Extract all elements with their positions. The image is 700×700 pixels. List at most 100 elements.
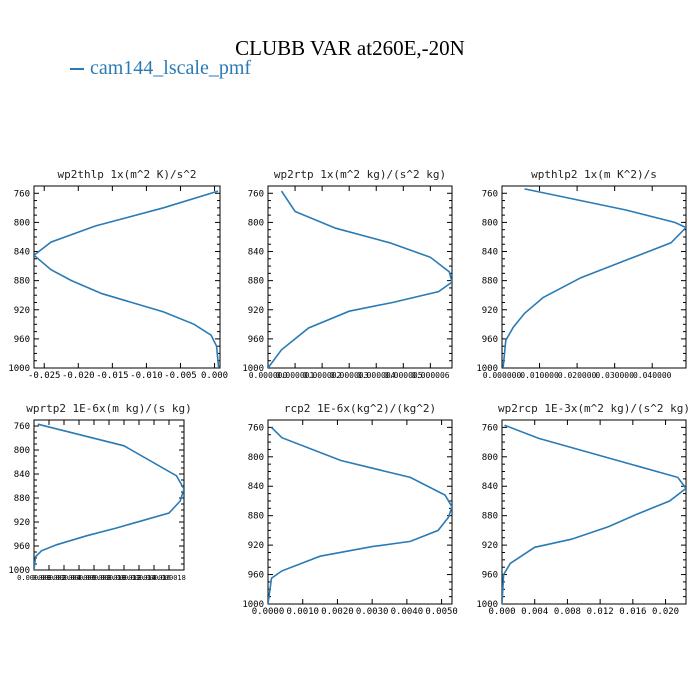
y-tick-label: 800 — [14, 218, 30, 228]
panel-frame — [267, 185, 453, 369]
legend: cam144_lscale_pmf — [70, 57, 251, 80]
x-tick-label: 0.000012 — [107, 574, 141, 582]
y-tick-label: 920 — [14, 306, 30, 316]
figure-title: CLUBB VAR at260E,-20N — [235, 36, 465, 60]
y-tick-label: 840 — [248, 482, 264, 492]
y-tick-label: 840 — [482, 248, 498, 258]
panel-4: wprtp2 1E-6x(m kg)/(s kg) 760 800 840 880 920… — [8, 402, 191, 582]
x-tick-label: 0.000010 — [92, 574, 126, 582]
panel-title: rcp2 1E-6x(kg^2)/(kg^2) — [284, 402, 436, 415]
x-tick-label: 0.000018 — [152, 574, 186, 582]
series-line — [268, 426, 452, 604]
x-tick-label: 0.0020 — [321, 607, 354, 617]
x-tick-label: -0.020 — [62, 371, 95, 381]
y-tick-label: 760 — [482, 423, 498, 433]
y-tick-label: 960 — [248, 571, 264, 581]
x-tick-label: 0.000004 — [357, 371, 396, 380]
y-tick-label: 1000 — [242, 600, 264, 610]
y-tick-label: 760 — [14, 422, 30, 432]
panel-frame — [501, 419, 687, 605]
y-tick-label: 960 — [482, 335, 498, 345]
y-tick-label: 1000 — [8, 364, 30, 374]
x-tick-label: 0.0050 — [425, 607, 458, 617]
y-tick-label: 1000 — [242, 364, 264, 374]
series-line — [268, 190, 452, 368]
y-tick-label: 920 — [482, 541, 498, 551]
panel-frame — [267, 419, 453, 605]
y-tick-label: 880 — [248, 512, 264, 522]
y-tick-label: 840 — [482, 482, 498, 492]
x-tick-label: 0.030000 — [595, 371, 634, 380]
x-tick-label: 0.000003 — [330, 371, 369, 380]
x-tick-label: 0.000008 — [77, 574, 111, 582]
y-tick-label: 800 — [248, 453, 264, 463]
x-tick-label: 0.010000 — [520, 371, 559, 380]
panel-title: wp2thlp 1x(m^2 K)/s^2 — [57, 168, 196, 181]
panel-5: rcp2 1E-6x(kg^2)/(kg^2) 760 800 840 880 920 96… — [242, 402, 458, 617]
series-line — [34, 423, 184, 570]
panel-frame — [33, 185, 221, 369]
y-tick-label: 800 — [14, 446, 30, 456]
y-tick-label: 840 — [248, 248, 264, 258]
x-tick-label: -0.010 — [130, 371, 163, 381]
panel-title: wp2rcp 1E-3x(m^2 kg)/(s^2 kg) — [498, 402, 690, 415]
y-tick-label: 760 — [482, 189, 498, 199]
x-tick-label: 0.0010 — [286, 607, 319, 617]
y-tick-label: 760 — [248, 423, 264, 433]
x-tick-label: 0.004 — [521, 607, 548, 617]
y-tick-label: 1000 — [8, 566, 30, 576]
y-tick-label: 920 — [14, 518, 30, 528]
y-tick-label: 840 — [14, 248, 30, 258]
y-tick-label: 760 — [14, 189, 30, 199]
x-tick-label: 0.040000 — [633, 371, 672, 380]
y-tick-label: 960 — [14, 542, 30, 552]
x-tick-label: 0.000000 — [483, 371, 522, 380]
y-tick-label: 800 — [482, 218, 498, 228]
y-tick-label: 960 — [248, 335, 264, 345]
y-tick-label: 1000 — [476, 600, 498, 610]
y-tick-label: 880 — [248, 277, 264, 287]
y-tick-label: 880 — [14, 494, 30, 504]
panel-title: wprtp2 1E-6x(m kg)/(s kg) — [26, 402, 192, 415]
x-tick-label: 0.000006 — [62, 574, 96, 582]
x-tick-label: -0.015 — [96, 371, 129, 381]
series-line — [34, 190, 220, 368]
y-tick-label: 880 — [482, 277, 498, 287]
panel-2: wp2rtp 1x(m^2 kg)/(s^2 kg) 760 800 840 880 92… — [242, 168, 453, 380]
x-tick-label: 0.008 — [554, 607, 581, 617]
y-tick-label: 920 — [248, 541, 264, 551]
panel-title: wp2rtp 1x(m^2 kg)/(s^2 kg) — [274, 168, 446, 181]
x-tick-label: 0.0030 — [356, 607, 389, 617]
y-tick-label: 920 — [482, 306, 498, 316]
y-tick-label: 800 — [248, 218, 264, 228]
x-tick-label: 0.000000 — [249, 371, 288, 380]
y-tick-label: 960 — [14, 335, 30, 345]
x-tick-label: -0.005 — [164, 371, 197, 381]
x-tick-label: 0.000016 — [137, 574, 171, 582]
x-tick-label: 0.0040 — [391, 607, 424, 617]
series-line — [502, 188, 686, 368]
y-tick-label: 840 — [14, 470, 30, 480]
x-tick-label: -0.025 — [28, 371, 61, 381]
x-tick-label: 0.016 — [619, 607, 646, 617]
panel-title: wpthlp2 1x(m K^2)/s — [531, 168, 657, 181]
x-tick-label: 0.000004 — [47, 574, 81, 582]
x-tick-label: 0.000 — [201, 371, 228, 381]
y-tick-label: 880 — [14, 277, 30, 287]
y-tick-label: 880 — [482, 512, 498, 522]
x-tick-label: 0.012 — [587, 607, 614, 617]
panel-6: wp2rcp 1E-3x(m^2 kg)/(s^2 kg)760 800 840 88… — [476, 402, 690, 617]
x-tick-label: 0.020 — [652, 607, 679, 617]
legend-label: cam144_lscale_pmf — [90, 57, 252, 79]
y-tick-label: 760 — [248, 189, 264, 199]
y-tick-label: 1000 — [476, 364, 498, 374]
panel-1: wp2thlp 1x(m^2 K)/s^2 760 800 840 880 920 960 1… — [8, 168, 228, 381]
x-tick-label: 0.000001 — [276, 371, 315, 380]
x-tick-label: 0.000002 — [303, 371, 342, 380]
y-tick-label: 960 — [482, 571, 498, 581]
y-tick-label: 800 — [482, 453, 498, 463]
panel-frame — [501, 185, 687, 369]
x-tick-label: 0.0000 — [252, 607, 285, 617]
x-tick-label: 0.000005 — [384, 371, 423, 380]
